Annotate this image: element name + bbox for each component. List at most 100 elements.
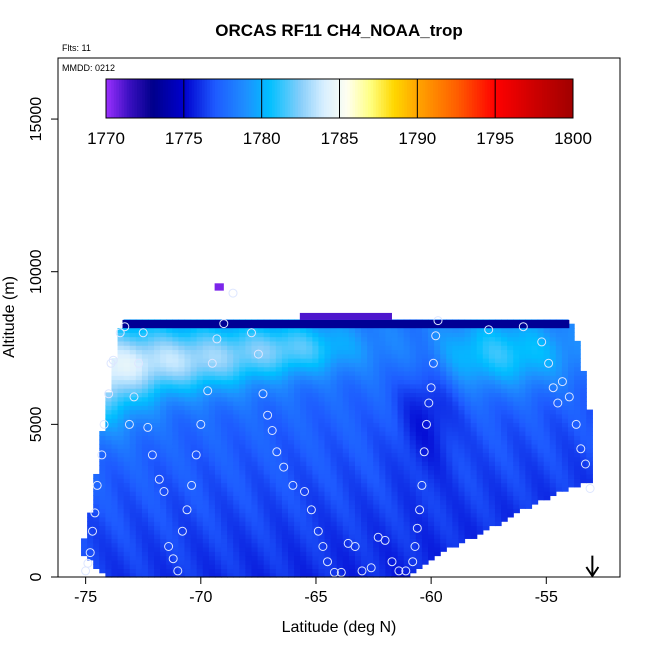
heatmap-cell <box>281 495 289 501</box>
heatmap-cell <box>482 353 490 359</box>
heatmap-cell <box>196 358 204 363</box>
heatmap-cell <box>221 473 228 479</box>
heatmap-cell <box>501 508 508 514</box>
heatmap-cell <box>147 353 155 359</box>
heatmap-cell <box>208 448 216 454</box>
heatmap-cell <box>312 366 320 372</box>
heatmap-cell <box>440 327 447 333</box>
heatmap-cell <box>208 486 216 492</box>
heatmap-cell <box>513 499 520 505</box>
heatmap-cell <box>507 491 514 497</box>
heatmap-cell <box>543 327 551 333</box>
heatmap-cell <box>464 358 472 363</box>
heatmap-cell <box>403 461 411 466</box>
heatmap-cell <box>361 508 368 514</box>
heatmap-cell <box>117 559 125 565</box>
heatmap-cell <box>470 465 478 471</box>
heatmap-cell <box>105 400 113 406</box>
heatmap-cell <box>403 499 411 505</box>
heatmap-cell <box>537 405 545 411</box>
heatmap-cell <box>488 370 496 376</box>
heatmap-cell <box>239 534 246 539</box>
heatmap-cell <box>525 362 533 368</box>
heatmap-cell <box>367 332 374 338</box>
heatmap-cell <box>434 469 441 475</box>
heatmap-cell <box>482 370 490 376</box>
heatmap-cell <box>519 409 526 415</box>
heatmap-cell <box>269 486 277 492</box>
heatmap-cell <box>330 456 338 462</box>
colorbar-swatch <box>344 79 348 118</box>
heatmap-cell <box>269 443 277 449</box>
heatmap-cell <box>312 349 320 355</box>
heatmap-cell <box>501 370 508 376</box>
heatmap-cell <box>519 353 526 359</box>
heatmap-cell <box>409 443 417 449</box>
heatmap-cell <box>214 426 222 432</box>
heatmap-cell <box>361 366 368 372</box>
colorbar-swatch <box>526 79 530 118</box>
heatmap-cell <box>537 431 545 436</box>
heatmap-cell <box>494 486 502 492</box>
heatmap-cell <box>561 405 569 411</box>
heatmap-cell <box>421 370 429 376</box>
heatmap-cell <box>129 418 137 424</box>
heatmap-cell <box>397 452 405 458</box>
heatmap-cell <box>172 388 180 393</box>
heatmap-cell <box>488 405 496 411</box>
heatmap-cell <box>135 478 143 484</box>
heatmap-cell <box>434 482 441 488</box>
heatmap-cell <box>141 538 149 544</box>
heatmap-cell <box>318 388 326 393</box>
heatmap-cell <box>397 370 405 376</box>
heatmap-cell <box>513 336 520 342</box>
heatmap-cell <box>336 370 344 376</box>
colorbar-swatch <box>204 79 208 118</box>
heatmap-cell <box>446 375 453 381</box>
heatmap-cell <box>507 422 514 428</box>
heatmap-cell <box>202 409 210 415</box>
heatmap-cell <box>476 366 484 372</box>
heatmap-cell <box>501 413 508 419</box>
heatmap-cell <box>312 534 320 539</box>
heatmap-cell <box>324 508 332 514</box>
heatmap-cell <box>525 448 533 454</box>
heatmap-cell <box>561 358 569 363</box>
heatmap-cell <box>318 538 326 544</box>
heatmap-cell <box>166 525 173 531</box>
heatmap-cell <box>312 486 320 492</box>
heatmap-cell <box>324 435 332 441</box>
heatmap-cell <box>391 512 399 518</box>
heatmap-cell <box>336 568 344 574</box>
heatmap-cell <box>452 486 460 492</box>
heatmap-cell <box>519 486 526 492</box>
heatmap-cell <box>251 413 259 419</box>
heatmap-cell <box>452 473 460 479</box>
heatmap-cell <box>245 392 253 398</box>
heatmap-cell <box>403 409 411 415</box>
heatmap-cell <box>440 396 447 402</box>
heatmap-cell <box>397 383 405 389</box>
heatmap-cell <box>87 555 94 561</box>
colorbar-swatch <box>479 79 483 118</box>
heatmap-cell <box>464 400 472 406</box>
heatmap-cell <box>306 426 313 432</box>
heatmap-cell <box>123 478 131 484</box>
heatmap-cell <box>385 521 393 527</box>
heatmap-cell <box>330 465 338 471</box>
heatmap-cell <box>348 400 356 406</box>
heatmap-cell <box>361 426 368 432</box>
heatmap-cell <box>385 388 393 393</box>
colorbar-swatch <box>531 79 535 118</box>
heatmap-cell <box>245 499 253 505</box>
heatmap-cell <box>354 375 362 381</box>
heatmap-cell <box>367 345 374 351</box>
heatmap-cell <box>403 478 411 484</box>
heatmap-cell <box>93 491 100 497</box>
heatmap-cell <box>99 495 106 501</box>
heatmap-cell <box>348 422 356 428</box>
heatmap-cell <box>476 465 484 471</box>
heatmap-cell <box>312 370 320 376</box>
heatmap-cell <box>141 491 149 497</box>
heatmap-cell <box>123 358 131 363</box>
